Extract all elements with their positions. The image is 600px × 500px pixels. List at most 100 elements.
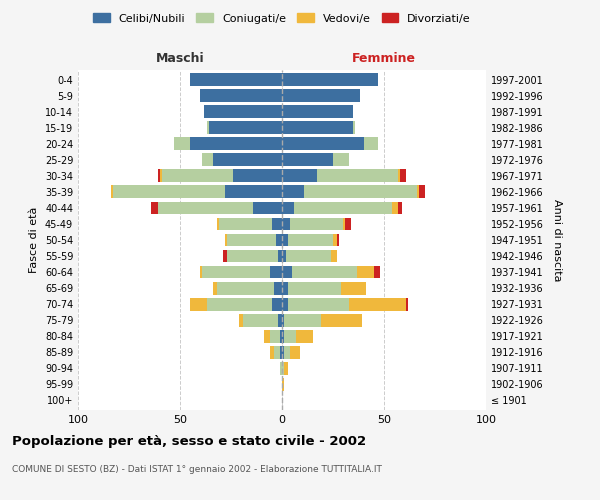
Bar — [282, 218, 290, 230]
Bar — [263, 330, 270, 342]
Bar — [282, 202, 294, 214]
Bar — [223, 250, 227, 262]
Bar — [292, 266, 358, 278]
Bar — [333, 234, 337, 246]
Bar — [160, 170, 161, 182]
Text: COMUNE DI SESTO (BZ) - Dati ISTAT 1° gennaio 2002 - Elaborazione TUTTITALIA.IT: COMUNE DI SESTO (BZ) - Dati ISTAT 1° gen… — [12, 465, 382, 474]
Bar — [296, 330, 313, 342]
Bar — [294, 202, 392, 214]
Bar — [286, 250, 331, 262]
Bar — [110, 186, 113, 198]
Bar — [227, 234, 276, 246]
Bar — [284, 346, 290, 358]
Bar — [282, 89, 359, 102]
Bar — [406, 298, 409, 310]
Y-axis label: Fasce di età: Fasce di età — [29, 207, 39, 273]
Bar — [290, 218, 343, 230]
Bar — [343, 218, 345, 230]
Bar — [416, 186, 419, 198]
Bar — [282, 282, 288, 294]
Bar — [280, 346, 282, 358]
Bar — [282, 266, 292, 278]
Bar — [304, 186, 416, 198]
Bar — [398, 202, 403, 214]
Bar — [282, 330, 284, 342]
Bar — [227, 250, 278, 262]
Bar — [278, 314, 282, 326]
Bar — [200, 89, 282, 102]
Bar — [364, 138, 378, 150]
Bar — [113, 186, 225, 198]
Bar — [419, 186, 425, 198]
Y-axis label: Anni di nascita: Anni di nascita — [552, 198, 562, 281]
Bar — [392, 202, 398, 214]
Bar — [272, 218, 282, 230]
Bar — [206, 298, 272, 310]
Bar — [158, 170, 160, 182]
Bar — [282, 298, 288, 310]
Bar — [270, 330, 280, 342]
Text: Popolazione per età, sesso e stato civile - 2002: Popolazione per età, sesso e stato civil… — [12, 435, 366, 448]
Bar — [239, 314, 243, 326]
Bar — [225, 186, 282, 198]
Bar — [280, 362, 282, 374]
Bar — [349, 298, 406, 310]
Bar — [288, 298, 349, 310]
Bar — [282, 250, 286, 262]
Bar — [282, 73, 378, 86]
Bar — [282, 154, 333, 166]
Bar — [290, 346, 301, 358]
Bar — [282, 378, 284, 391]
Bar — [317, 170, 398, 182]
Bar — [282, 122, 353, 134]
Legend: Celibi/Nubili, Coniugati/e, Vedovi/e, Divorziati/e: Celibi/Nubili, Coniugati/e, Vedovi/e, Di… — [89, 9, 475, 28]
Bar — [331, 250, 337, 262]
Bar — [190, 73, 282, 86]
Bar — [217, 282, 274, 294]
Bar — [253, 202, 282, 214]
Bar — [243, 314, 278, 326]
Bar — [174, 138, 190, 150]
Text: Femmine: Femmine — [352, 52, 416, 65]
Bar — [282, 186, 304, 198]
Bar — [282, 138, 364, 150]
Bar — [206, 122, 209, 134]
Bar — [280, 330, 282, 342]
Bar — [272, 298, 282, 310]
Bar — [282, 234, 288, 246]
Bar — [278, 250, 282, 262]
Bar — [233, 170, 282, 182]
Bar — [270, 346, 274, 358]
Bar — [190, 138, 282, 150]
Bar — [217, 218, 219, 230]
Bar — [284, 314, 321, 326]
Bar — [284, 330, 296, 342]
Bar — [151, 202, 158, 214]
Bar — [282, 314, 284, 326]
Bar — [282, 106, 353, 118]
Bar — [219, 218, 272, 230]
Bar — [212, 282, 217, 294]
Bar — [341, 282, 365, 294]
Bar — [321, 314, 362, 326]
Bar — [288, 234, 333, 246]
Bar — [288, 282, 341, 294]
Bar — [282, 170, 317, 182]
Text: Maschi: Maschi — [155, 52, 205, 65]
Bar — [333, 154, 349, 166]
Bar — [270, 266, 282, 278]
Bar — [200, 266, 202, 278]
Bar — [353, 122, 355, 134]
Bar — [202, 266, 270, 278]
Bar — [212, 154, 282, 166]
Bar — [161, 170, 233, 182]
Bar — [158, 202, 253, 214]
Bar — [276, 234, 282, 246]
Bar — [358, 266, 374, 278]
Bar — [400, 170, 406, 182]
Bar — [190, 298, 206, 310]
Bar — [282, 362, 284, 374]
Bar — [282, 346, 284, 358]
Bar — [337, 234, 339, 246]
Bar — [205, 106, 282, 118]
